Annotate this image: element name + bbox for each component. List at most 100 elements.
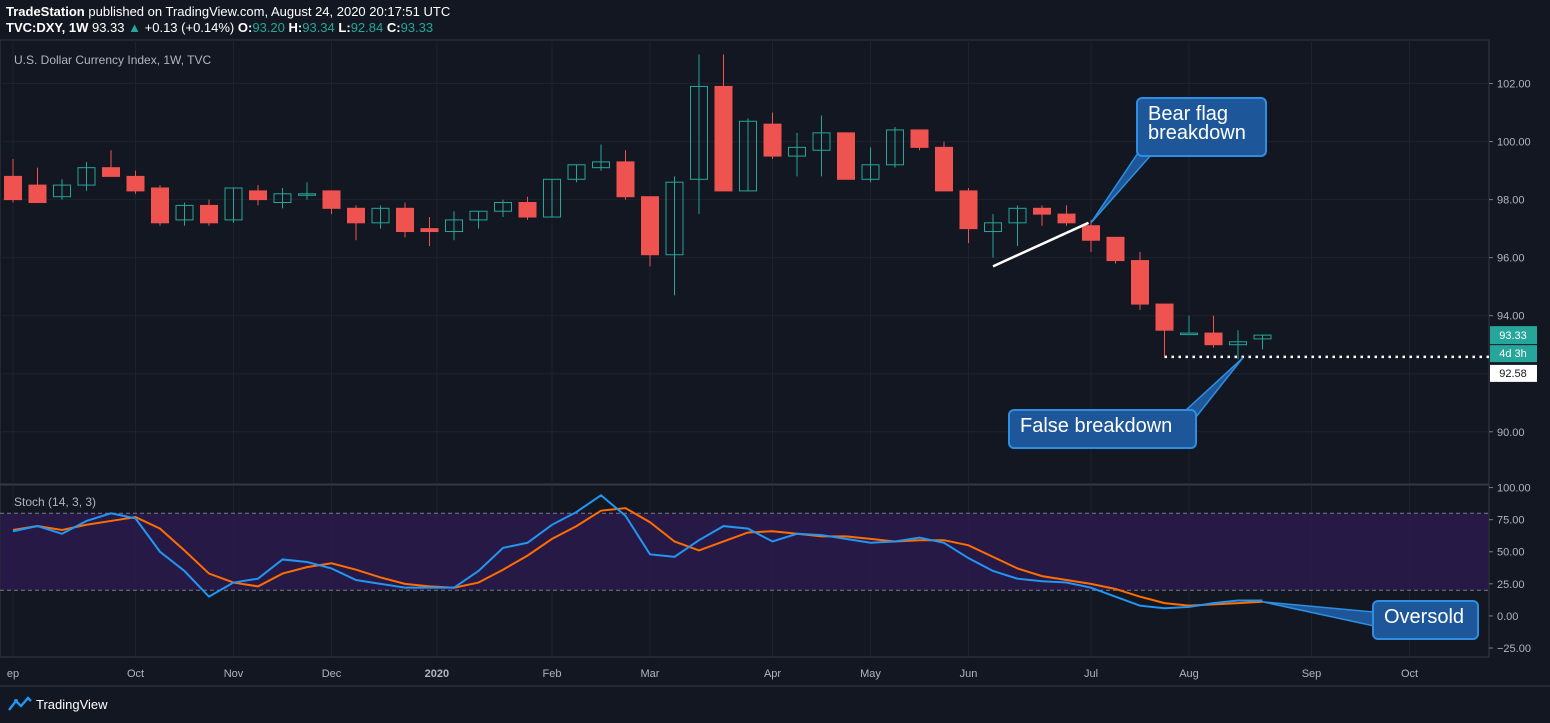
price-tick-label: 96.00 <box>1497 253 1525 265</box>
candle-body <box>371 207 390 224</box>
time-tick-label: Nov <box>224 668 244 680</box>
candle-body <box>1155 303 1174 331</box>
candle <box>837 132 855 180</box>
open-label: O: <box>237 20 253 35</box>
low-line-label-bg <box>1490 364 1537 382</box>
candle <box>861 147 880 183</box>
candle-body <box>1082 225 1100 241</box>
price-tick-label: 102.00 <box>1497 79 1531 91</box>
stoch-tick-label: 0.00 <box>1497 611 1518 623</box>
candle <box>347 205 365 241</box>
bear-flag-trendline <box>992 221 1090 268</box>
candle-body <box>861 164 880 180</box>
candle <box>543 178 561 218</box>
candle-body <box>469 210 488 221</box>
candle-body <box>1033 207 1051 215</box>
candle <box>175 202 194 226</box>
candle <box>1008 205 1027 247</box>
footer-brand[interactable]: TradingView <box>8 696 108 712</box>
candle-body <box>347 207 365 224</box>
time-tick-label: Apr <box>764 668 781 680</box>
candle-body <box>518 202 537 218</box>
candle <box>200 199 218 226</box>
candle-body <box>1131 260 1149 305</box>
candle <box>567 164 586 183</box>
time-tick-label: Feb <box>543 668 562 680</box>
time-tick-label: Jun <box>960 668 978 680</box>
candle <box>984 214 1002 258</box>
tradingview-logo-icon <box>8 696 32 711</box>
last-price-label-bg <box>1490 326 1537 345</box>
high-label: H: <box>288 20 303 35</box>
candle <box>1082 219 1100 252</box>
candle-body <box>1204 332 1223 346</box>
price-tick-label: 100.00 <box>1497 137 1531 149</box>
price-tick-label: 90.00 <box>1497 427 1525 439</box>
stoch-band-fill <box>1 513 1488 591</box>
candle <box>28 167 47 204</box>
candle-body <box>4 175 22 201</box>
chart-title: U.S. Dollar Currency Index, 1W, TVC <box>14 53 212 67</box>
symbol-label[interactable]: TVC:DXY, 1W <box>6 20 89 35</box>
last-price: 93.33 <box>91 20 125 35</box>
candle <box>1131 251 1149 310</box>
candle <box>788 132 806 177</box>
annotation-false-breakdown[interactable]: False breakdown <box>1008 409 1197 449</box>
time-tick-label: Jul <box>1084 668 1098 680</box>
close-label: C: <box>386 20 401 35</box>
candle-body <box>1008 207 1027 224</box>
candle-body <box>298 193 316 196</box>
candle-body <box>175 204 194 221</box>
candle <box>812 115 831 177</box>
candle <box>959 188 978 244</box>
chart-header: TradeStation published on TradingView.co… <box>6 4 450 36</box>
candle-body <box>616 161 635 198</box>
stoch-d-line <box>12 507 1263 607</box>
candle-body <box>935 146 953 192</box>
candle-body <box>249 190 267 201</box>
annotation-bear-flag[interactable]: Bear flag breakdown <box>1136 97 1267 157</box>
candle-body <box>1253 334 1272 340</box>
candle <box>53 179 71 200</box>
time-tick-label: Oct <box>127 668 144 680</box>
candle <box>1155 303 1174 357</box>
candle-body <box>592 161 610 169</box>
candle <box>396 202 414 238</box>
time-tick-label: Oct <box>1401 668 1418 680</box>
countdown-label: 4d 3h <box>1499 348 1527 360</box>
candle <box>763 112 782 159</box>
time-tick-label: Mar <box>641 668 660 680</box>
candle <box>714 54 733 192</box>
stoch-tick-label: 50.00 <box>1497 547 1525 559</box>
low-line-label: 92.58 <box>1499 368 1527 380</box>
candle <box>1033 205 1051 226</box>
candle-body <box>641 196 659 256</box>
annotation-oversold[interactable]: Oversold <box>1372 600 1479 640</box>
countdown-label-bg <box>1490 345 1537 363</box>
candle <box>494 199 512 218</box>
candle <box>322 190 341 215</box>
stoch-tick-label: 25.00 <box>1497 579 1525 591</box>
candle-body <box>445 219 463 233</box>
candle <box>739 118 757 192</box>
low-value: 92.84 <box>350 20 384 35</box>
last-price-label: 93.33 <box>1499 330 1527 342</box>
time-tick-label: ep <box>7 668 19 680</box>
candle-body <box>102 167 120 177</box>
candle-body <box>200 204 218 224</box>
high-value: 93.34 <box>302 20 335 35</box>
footer-brand-label: TradingView <box>36 696 108 712</box>
publisher-name[interactable]: TradeStation <box>6 4 85 19</box>
candle-body <box>151 187 169 224</box>
candle-body <box>77 167 96 186</box>
candle-body <box>1106 236 1125 262</box>
stoch-tick-label: −25.00 <box>1497 643 1531 655</box>
time-tick-label: Dec <box>322 668 342 680</box>
candle <box>102 150 120 177</box>
candle <box>224 187 243 223</box>
time-tick-label: Aug <box>1179 668 1199 680</box>
candle-body <box>837 132 855 180</box>
stoch-k-line <box>12 494 1263 610</box>
candle <box>616 150 635 200</box>
